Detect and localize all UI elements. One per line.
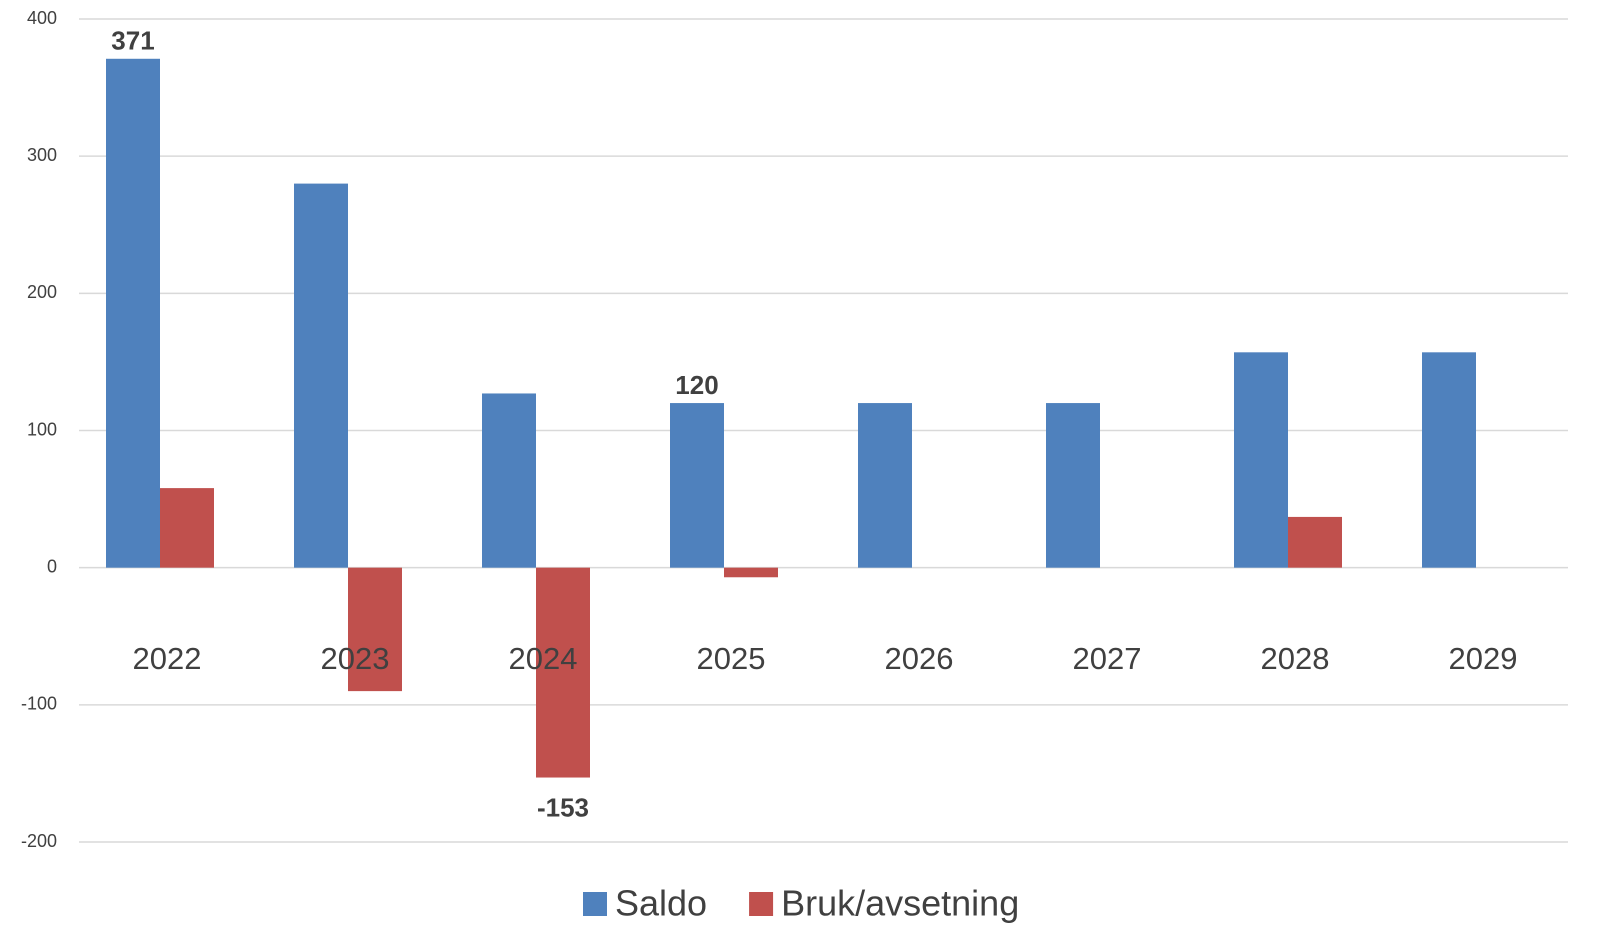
bar	[1288, 516, 1342, 568]
y-tick-label: 100	[27, 419, 57, 439]
y-tick-label: 300	[27, 145, 57, 165]
y-tick-label: -100	[21, 694, 57, 714]
legend-swatch	[583, 892, 607, 916]
bar	[858, 403, 912, 568]
bar	[160, 488, 214, 568]
bar	[1234, 352, 1288, 568]
x-tick-label: 2029	[1449, 641, 1518, 676]
x-tick-label: 2026	[885, 641, 954, 676]
x-tick-label: 2025	[697, 641, 766, 676]
value-label: 371	[111, 26, 154, 56]
bar	[348, 567, 402, 692]
bar	[106, 58, 160, 568]
x-tick-label: 2027	[1073, 641, 1142, 676]
x-tick-label: 2024	[509, 641, 578, 676]
bar	[482, 393, 536, 568]
value-label: -153	[537, 792, 589, 822]
x-tick-label: 2028	[1261, 641, 1330, 676]
y-tick-label: 200	[27, 282, 57, 302]
x-tick-label: 2022	[133, 641, 202, 676]
legend-label: Bruk/avsetning	[781, 883, 1019, 924]
y-tick-label: 400	[27, 8, 57, 28]
legend-swatch	[749, 892, 774, 916]
bar	[670, 403, 724, 568]
legend-label: Saldo	[615, 883, 707, 924]
bar	[1046, 403, 1100, 568]
y-tick-label: -200	[21, 831, 57, 851]
value-label: 120	[675, 370, 718, 400]
bar	[536, 567, 590, 778]
bar	[1422, 352, 1476, 568]
x-tick-label: 2023	[321, 641, 390, 676]
y-tick-label: 0	[47, 556, 57, 576]
bar	[724, 567, 778, 578]
bar	[294, 183, 348, 568]
